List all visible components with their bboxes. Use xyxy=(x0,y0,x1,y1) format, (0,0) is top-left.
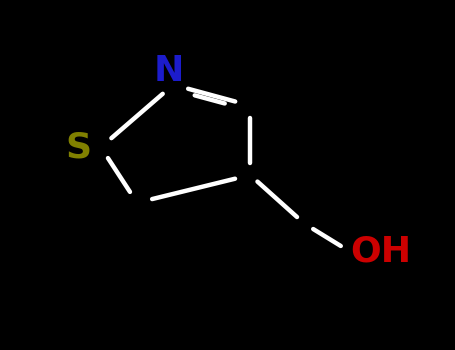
Text: N: N xyxy=(153,54,184,88)
Text: OH: OH xyxy=(351,234,412,268)
Text: S: S xyxy=(65,130,91,164)
